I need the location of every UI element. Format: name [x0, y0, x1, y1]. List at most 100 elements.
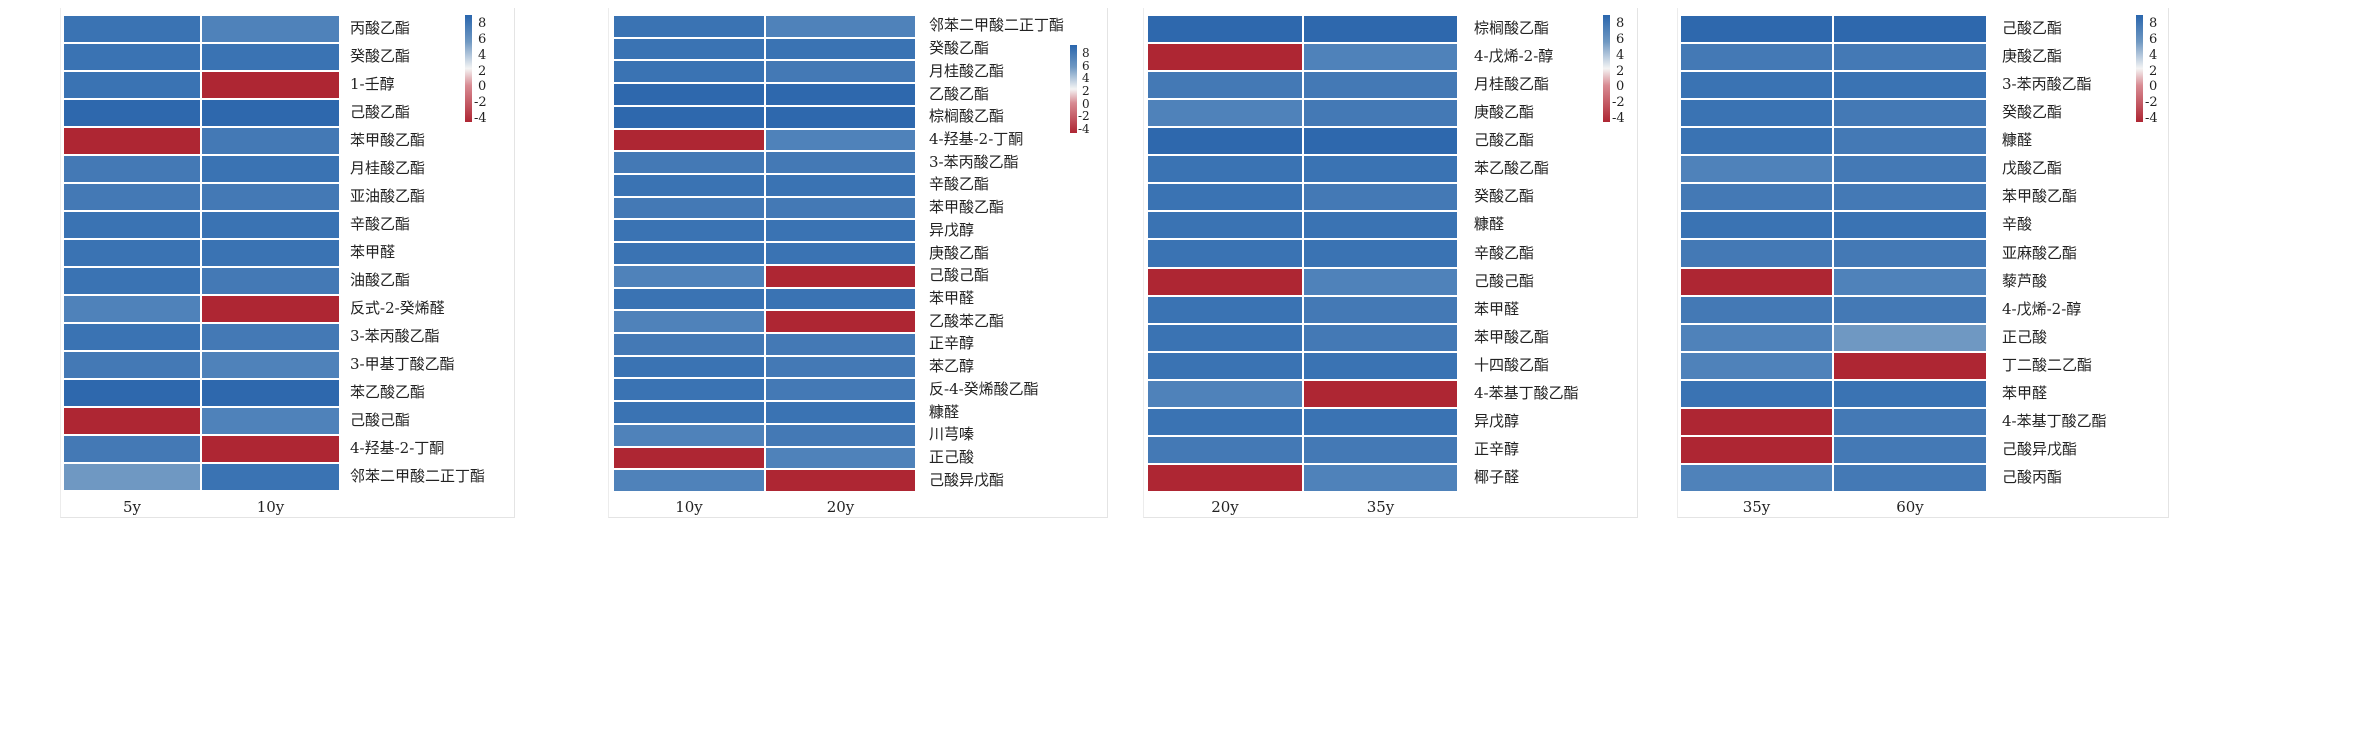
heatmap-cell [765, 287, 916, 311]
heatmap-cell [613, 423, 765, 447]
color-scale-tick: 8 [1082, 46, 1090, 60]
row-label: 苯甲酸乙酯 [1474, 327, 1550, 346]
column-label: 35y [1366, 498, 1395, 516]
heatmap-cell [201, 15, 340, 43]
column-label: 10y [256, 498, 285, 516]
row-label: 辛酸 [2002, 215, 2033, 234]
heatmap-cell [1680, 183, 1833, 212]
heatmap-cell [1680, 351, 1833, 380]
color-scale-tick: -2 [474, 95, 487, 111]
row-label: 川芎嗪 [929, 425, 975, 444]
heatmap-cell [613, 333, 765, 356]
heatmap-cell [1833, 379, 1987, 408]
heatmap-cell [1680, 155, 1833, 184]
heatmap-cell [1303, 407, 1458, 436]
heatmap-cell [201, 183, 340, 211]
heatmap-cell [1147, 463, 1303, 492]
heatmap-cell [63, 351, 201, 379]
row-label: 癸酸乙酯 [1474, 187, 1535, 206]
heatmap-cell [613, 378, 765, 402]
row-label: 反-4-癸烯酸乙酯 [929, 379, 1039, 398]
heatmap-cell [1147, 43, 1303, 72]
row-label: 亚麻酸乙酯 [2002, 243, 2078, 262]
color-scale-tick: 6 [1616, 31, 1625, 47]
heatmap-cell [63, 71, 201, 99]
color-scale-tick: 2 [1082, 84, 1090, 98]
row-label: 1-壬醇 [350, 75, 395, 93]
color-scale-tick: 4 [2149, 47, 2158, 63]
heatmap-cell [765, 105, 916, 129]
row-label: 己酸丙酯 [2002, 467, 2063, 486]
heatmap-cell [201, 155, 340, 183]
color-scale-tick: 0 [1616, 79, 1625, 95]
heatmap-cell [765, 333, 916, 356]
heatmap-cell [1147, 435, 1303, 464]
row-label: 4-戊烯-2-醇 [1474, 47, 1554, 66]
heatmap-cell [201, 407, 340, 435]
heatmap-cell [63, 183, 201, 211]
column-label: 35y [1742, 498, 1771, 516]
row-label: 4-戊烯-2-醇 [2002, 299, 2082, 318]
heatmap-cell [1833, 463, 1987, 492]
heatmap-cell [1680, 323, 1833, 352]
color-scale-bar [1070, 45, 1077, 133]
heatmap-cell [613, 174, 765, 197]
row-label: 乙酸乙酯 [929, 84, 990, 103]
heatmap-cell [201, 295, 340, 323]
color-scale-tick: 4 [478, 47, 487, 63]
row-label: 糠醛 [1474, 215, 1505, 234]
heatmap-cell [63, 379, 201, 407]
heatmap-cell [1303, 127, 1458, 156]
heatmap-cell [201, 239, 340, 267]
heatmap-panel [1677, 8, 2169, 518]
heatmap-cell [201, 71, 340, 99]
heatmap-cell [1147, 155, 1303, 184]
heatmap-cell [201, 463, 340, 491]
heatmap-panel [608, 8, 1108, 518]
heatmap-cell [1147, 351, 1303, 380]
heatmap-cell [1147, 267, 1303, 296]
heatmap-cell [1303, 183, 1458, 212]
row-label: 椰子醛 [1474, 467, 1520, 486]
row-label: 糠醛 [2002, 131, 2033, 150]
row-label: 己酸己酯 [1474, 271, 1535, 290]
row-label: 4-羟基-2-丁酮 [350, 439, 445, 457]
heatmap-cell [1147, 407, 1303, 436]
color-scale-tick: 4 [1082, 71, 1090, 86]
heatmap-cell [1147, 379, 1303, 408]
heatmap-cell [1303, 239, 1458, 268]
heatmap-cell [1303, 379, 1458, 408]
heatmap-cell [613, 37, 765, 61]
heatmap-panel [60, 8, 515, 518]
heatmap-cell [1680, 239, 1833, 268]
heatmap-cell [613, 83, 765, 106]
heatmap-cell [1833, 127, 1987, 156]
color-scale-tick: -4 [1612, 111, 1625, 126]
heatmap-cell [63, 155, 201, 183]
heatmap-cell [1147, 239, 1303, 268]
heatmap-cell [1303, 211, 1458, 240]
row-label: 己酸乙酯 [1474, 131, 1535, 150]
heatmap-cell [765, 151, 916, 174]
color-scale-tick: 8 [478, 16, 487, 31]
color-scale-tick: 0 [478, 79, 487, 95]
color-scale-tick: 6 [1082, 58, 1090, 73]
heatmap-cell [613, 469, 765, 492]
heatmap-cell [63, 43, 201, 71]
heatmap-cell [1303, 351, 1458, 380]
heatmap-cell [765, 219, 916, 243]
row-label: 苯甲酸乙酯 [2002, 187, 2078, 206]
color-scale-tick: 8 [1616, 16, 1625, 31]
row-label: 邻苯二甲酸二正丁酯 [929, 16, 1065, 35]
heatmap-cell [1147, 183, 1303, 212]
row-label: 癸酸乙酯 [929, 39, 990, 58]
heatmap-cell [613, 151, 765, 174]
heatmap-cell [1833, 43, 1987, 72]
row-label: 油酸乙酯 [350, 271, 411, 289]
heatmap-cell [1833, 183, 1987, 212]
row-label: 3-苯丙酸乙酯 [929, 152, 1019, 171]
row-label: 正辛醇 [1474, 439, 1520, 458]
heatmap-cell [1680, 407, 1833, 436]
heatmap-cell [765, 15, 916, 38]
heatmap-cell [613, 287, 765, 311]
